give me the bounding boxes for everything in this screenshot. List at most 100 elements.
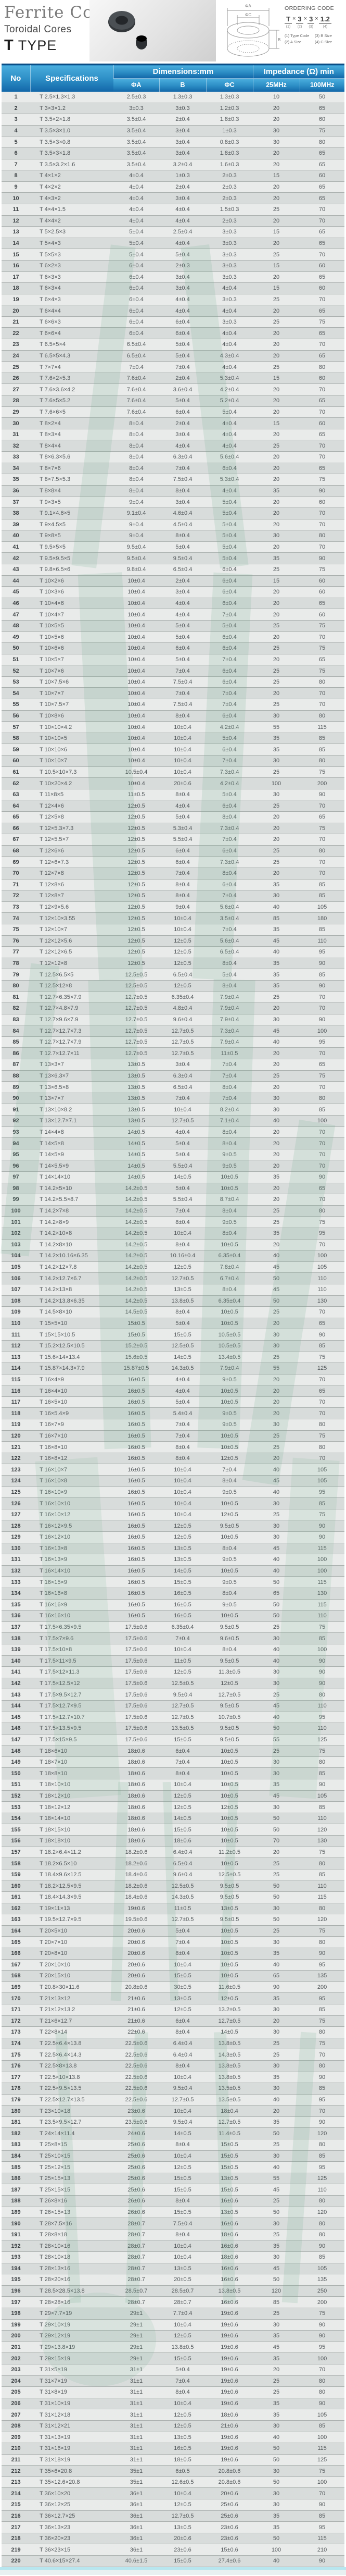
cell-imp-100mhz: 70 [300,440,345,452]
cell-no: 41 [2,541,30,553]
cell-imp-25mhz: 25 [253,800,300,812]
cell-dim-c: 10.7±0.5 [206,1712,253,1724]
cell-dim-a: 18.2±0.6 [113,1880,159,1892]
cell-spec: T 25×10×15 [30,2150,113,2162]
cell-spec: T 12.5×12×8 [30,980,113,992]
cell-imp-25mhz: 20 [253,1847,300,1859]
cell-dim-a: 12.7±0.5 [113,1047,159,1060]
cell-no: 211 [2,2454,30,2466]
cell-dim-a: 14±0.5 [113,1160,159,1172]
cell-spec: T 36×12.7×25 [30,2510,113,2522]
cell-dim-b: 8±0.4 [159,879,206,891]
table-row: 135 T 16×16×9 16±0.5 16±0.5 9±0.5 50 115 [2,1599,345,1611]
cell-imp-100mhz: 110 [300,1700,345,1712]
cell-imp-25mhz: 50 [253,1723,300,1735]
cell-dim-b: 10±0.4 [159,1475,206,1487]
cell-imp-100mhz: 90 [300,2398,345,2410]
table-row: 70 T 12×7×8 12±0.5 7±0.4 8±0.4 20 70 [2,868,345,880]
cell-imp-100mhz: 90 [300,1171,345,1183]
cell-dim-b: 5±0.4 [159,1183,206,1195]
cell-dim-a: 17.5±0.6 [113,1666,159,1678]
cell-no: 174 [2,2038,30,2050]
table-row: 66 T 12×5.3×7.3 12±0.5 5.3±0.4 7.3±0.4 20 75 [2,823,345,835]
cell-dim-a: 21±0.6 [113,2015,159,2027]
cell-imp-100mhz: 70 [300,204,345,216]
cell-imp-100mhz: 70 [300,834,345,846]
cell-imp-100mhz: 85 [300,1767,345,1780]
cell-spec: T 16×4×9 [30,1374,113,1386]
cell-imp-25mhz: 25 [253,2375,300,2387]
table-row: 84 T 12.7×12.7×7.3 12.7±0.5 12.7±0.5 7.3±0.4… [2,1025,345,1037]
cell-dim-b: 12.5±0.5 [159,1880,206,1892]
cell-dim-c: 13±0.5 [206,2173,253,2185]
cell-dim-c: 4.2±0.4 [206,383,253,396]
table-row: 56 T 10×8×6 10±0.4 8±0.4 6±0.4 30 80 [2,710,345,722]
cell-dim-b: 6±0.4 [159,1745,206,1757]
cell-spec: T 16×8×10 [30,1441,113,1453]
cell-imp-100mhz: 80 [300,2026,345,2038]
cell-spec: T 17.5×12.7×10.7 [30,1712,113,1724]
cell-dim-c: 8.2±0.4 [206,1104,253,1116]
cell-dim-a: 20±0.6 [113,1925,159,1937]
cell-imp-100mhz: 85 [300,1869,345,1881]
cell-spec: T 25×12×15 [30,2161,113,2173]
cell-dim-b: 7.5±0.4 [159,676,206,688]
cell-imp-25mhz: 40 [253,1464,300,1476]
cell-dim-c: 6±0.4 [206,744,253,756]
cell-dim-a: 28±0.7 [113,2274,159,2286]
table-row: 102 T 14.2×10×8 14.2±0.5 10±0.4 8±0.4 35 95 [2,1228,345,1240]
table-row: 26 T 7.6×2×5.3 7.6±0.4 2±0.4 5.3±0.4 15 60 [2,373,345,385]
cell-imp-25mhz: 50 [253,2533,300,2545]
cell-imp-25mhz: 20 [253,823,300,835]
cell-dim-a: 25±0.6 [113,2184,159,2196]
table-row: 111 T 15×15×10.5 15±0.5 15±0.5 10.5±0.5 30 90 [2,1329,345,1341]
cell-dim-c: 5.6±0.4 [206,901,253,913]
cell-spec: T 16×14×10 [30,1565,113,1577]
cell-imp-100mhz: 95 [300,1992,345,2004]
cell-dim-b: 23±0.6 [159,2544,206,2556]
cell-imp-25mhz: 40 [253,1036,300,1048]
cell-dim-a: 15.87±0.5 [113,1363,159,1374]
table-row: 150 T 18×8×10 18±0.6 8±0.4 10±0.5 30 85 [2,1767,345,1780]
cell-no: 125 [2,1487,30,1498]
cell-dim-b: 30±0.5 [159,1981,206,1993]
cell-imp-100mhz: 70 [300,1194,345,1206]
cell-no: 139 [2,1644,30,1656]
cell-spec: T 10×5×6 [30,631,113,643]
cell-no: 109 [2,1306,30,1318]
cell-imp-25mhz: 25 [253,1216,300,1228]
table-row: 21 T 6×6×3 6±0.4 6±0.4 3±0.3 25 75 [2,316,345,328]
table-row: 154 T 18×14×10 18±0.6 14±0.5 10±0.5 50 110 [2,1813,345,1825]
cell-imp-100mhz: 80 [300,1903,345,1915]
cell-no: 114 [2,1363,30,1374]
cell-dim-a: 29±1 [113,2330,159,2342]
cell-no: 6 [2,147,30,159]
cell-no: 1 [2,91,30,103]
cell-imp-25mhz: 45 [253,2263,300,2275]
cell-dim-b: 6.35±0.4 [159,992,206,1004]
cell-dim-a: 16±0.5 [113,1475,159,1487]
cell-no: 152 [2,1790,30,1802]
cell-spec: T 18×12×10 [30,1790,113,1802]
cell-imp-25mhz: 30 [253,2251,300,2263]
cell-dim-a: 8±0.4 [113,429,159,441]
cell-dim-b: 6.4±0.4 [159,2049,206,2061]
table-row: 76 T 12×12×5.6 12±0.5 12±0.5 5.6±0.4 45 110 [2,935,345,947]
cell-dim-c: 5.3±0.4 [206,373,253,385]
table-row: 20 T 6×4×4 6±0.4 4±0.4 4±0.4 20 65 [2,305,345,317]
cell-spec: T 16×10×7 [30,1464,113,1476]
cell-imp-100mhz: 70 [300,687,345,700]
cell-dim-a: 16±0.5 [113,1520,159,1532]
cell-dim-b: 6±0.4 [159,406,206,418]
cell-dim-b: 5.5±0.4 [159,1160,206,1172]
cell-dim-c: 19±0.6 [206,2342,253,2354]
cell-imp-25mhz: 20 [253,350,300,362]
cell-spec: T 9.5×5×5 [30,541,113,553]
cell-dim-a: 12±0.5 [113,901,159,913]
cell-no: 209 [2,2432,30,2444]
cell-imp-25mhz: 40 [253,1959,300,1971]
cell-imp-100mhz: 70 [300,1160,345,1172]
cell-imp-25mhz: 120 [253,2285,300,2297]
cell-dim-b: 10.16±0.4 [159,1250,206,1262]
